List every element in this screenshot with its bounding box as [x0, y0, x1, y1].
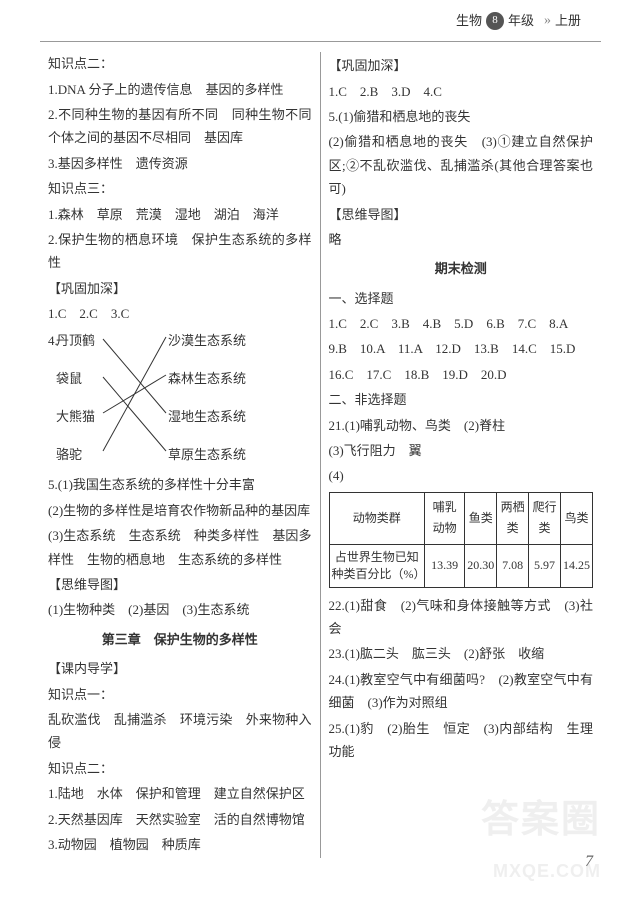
kp2b-line2: 2.天然基因库 天然实验室 活的自然博物馆 [48, 808, 312, 831]
arrows-icon: » [544, 8, 551, 33]
left-column: 知识点二： 1.DNA 分子上的遗传信息 基因的多样性 2.不同种生物的基因有所… [40, 52, 321, 858]
kp2-line2: 2.不同种生物的基因有所不同 同种生物不同个体之间的基因不尽相同 基因库 [48, 103, 312, 150]
table-data-row: 占世界生物已知种类百分比（%） 13.39 20.30 7.08 5.97 14… [329, 545, 593, 588]
chapter3-title: 第三章 保护生物的多样性 [48, 628, 312, 651]
header-divider [40, 41, 601, 42]
kp2b-line1: 1.陆地 水体 保护和管理 建立自然保护区 [48, 782, 312, 805]
mcq-line1: 1.C 2.C 3.B 4.B 5.D 6.B 7.C 8.A [329, 312, 594, 335]
q21-2: (3)飞行阻力 翼 [329, 439, 594, 462]
q22: 22.(1)甜食 (2)气味和身体接触等方式 (3)社会 [329, 594, 594, 641]
q5-1: 5.(1)我国生态系统的多样性十分丰富 [48, 473, 312, 496]
table-v3: 5.97 [529, 545, 561, 588]
inclass-label: 【课内导学】 [48, 657, 312, 680]
q25: 25.(1)豹 (2)胎生 恒定 (3)内部结构 生理功能 [329, 717, 594, 764]
mcq-line3: 16.C 17.C 18.B 19.D 20.D [329, 363, 594, 386]
table-v4: 14.25 [560, 545, 592, 588]
matching-lines-icon [48, 329, 318, 469]
content-area: 知识点二： 1.DNA 分子上的遗传信息 基因的多样性 2.不同种生物的基因有所… [0, 52, 641, 858]
q5-3: (3)生态系统 生态系统 种类多样性 基因多样性 生物的栖息地 生态系统的多样性 [48, 524, 312, 571]
watermark-text: 答案圈 [481, 786, 601, 854]
animal-percentage-table: 动物类群 哺乳动物 鱼类 两栖类 爬行类 鸟类 占世界生物已知种类百分比（%） … [329, 492, 594, 588]
consolidation-label: 【巩固加深】 [48, 277, 312, 300]
q23: 23.(1)肱二头 肱三头 (2)舒张 收缩 [329, 642, 594, 665]
kp2-title: 知识点二： [48, 52, 312, 75]
kp2b-title: 知识点二： [48, 757, 312, 780]
watermark: 答案圈 MXQE.COM [481, 786, 601, 887]
mcq-label: 一、选择题 [329, 287, 594, 310]
header-grade-suffix: 年级 [508, 9, 534, 32]
q5r-2: (2)偷猎和栖息地的丧失 (3)①建立自然保护区;②不乱砍滥伐、乱捕滥杀(其他合… [329, 130, 594, 200]
table-v2: 7.08 [497, 545, 529, 588]
mindmap-label-r: 【思维导图】 [329, 203, 594, 226]
grade-badge: 8 [486, 12, 504, 30]
watermark-url: MXQE.COM [481, 855, 601, 887]
mindmap-line1: (1)生物种类 (2)基因 (3)生态系统 [48, 598, 312, 621]
q5-2: (2)生物的多样性是培育农作物新品种的基因库 [48, 499, 312, 522]
table-h1: 哺乳动物 [424, 492, 464, 544]
header-subject: 生物 [456, 9, 482, 32]
table-h3: 两栖类 [497, 492, 529, 544]
final-exam-title: 期末检测 [329, 257, 594, 280]
q24: 24.(1)教室空气中有细菌吗? (2)教室空气中有细菌 (3)作为对照组 [329, 668, 594, 715]
page-header: 生物 8 年级 » 上册 [0, 0, 641, 41]
q21-1: 21.(1)哺乳动物、鸟类 (2)脊柱 [329, 414, 594, 437]
kp1b-line1: 乱砍滥伐 乱捕滥杀 环境污染 外来物种入侵 [48, 708, 312, 755]
mindmap-label: 【思维导图】 [48, 573, 312, 596]
nonmcq-label: 二、非选择题 [329, 388, 594, 411]
table-row-label: 占世界生物已知种类百分比（%） [329, 545, 424, 588]
consol-r-line1: 1.C 2.B 3.D 4.C [329, 80, 594, 103]
table-header-row: 动物类群 哺乳动物 鱼类 两栖类 爬行类 鸟类 [329, 492, 593, 544]
kp1b-title: 知识点一： [48, 683, 312, 706]
matching-diagram: 4. 丹顶鹤 袋鼠 大熊猫 骆驼 沙漠生态系统 森林生态系统 湿地生态系统 草原… [48, 329, 312, 469]
table-h4: 爬行类 [529, 492, 561, 544]
mindmap-r-line1: 略 [329, 228, 594, 251]
table-v1: 20.30 [465, 545, 497, 588]
kp3-title: 知识点三： [48, 177, 312, 200]
consol-line1: 1.C 2.C 3.C [48, 302, 312, 325]
table-h5: 鸟类 [560, 492, 592, 544]
kp3-line1: 1.森林 草原 荒漠 湿地 湖泊 海洋 [48, 203, 312, 226]
right-column: 【巩固加深】 1.C 2.B 3.D 4.C 5.(1)偷猎和栖息地的丧失 (2… [321, 52, 602, 858]
kp2-line1: 1.DNA 分子上的遗传信息 基因的多样性 [48, 78, 312, 101]
mcq-line2: 9.B 10.A 11.A 12.D 13.B 14.C 15.D [329, 337, 594, 360]
table-h0: 动物类群 [329, 492, 424, 544]
kp3-line2: 2.保护生物的栖息环境 保护生态系统的多样性 [48, 228, 312, 275]
header-volume: 上册 [555, 9, 581, 32]
q5r-1: 5.(1)偷猎和栖息地的丧失 [329, 105, 594, 128]
consol-label-r: 【巩固加深】 [329, 54, 594, 77]
kp2b-line3: 3.动物园 植物园 种质库 [48, 833, 312, 856]
q21-3: (4) [329, 464, 594, 487]
table-h2: 鱼类 [465, 492, 497, 544]
table-v0: 13.39 [424, 545, 464, 588]
kp2-line3: 3.基因多样性 遗传资源 [48, 152, 312, 175]
